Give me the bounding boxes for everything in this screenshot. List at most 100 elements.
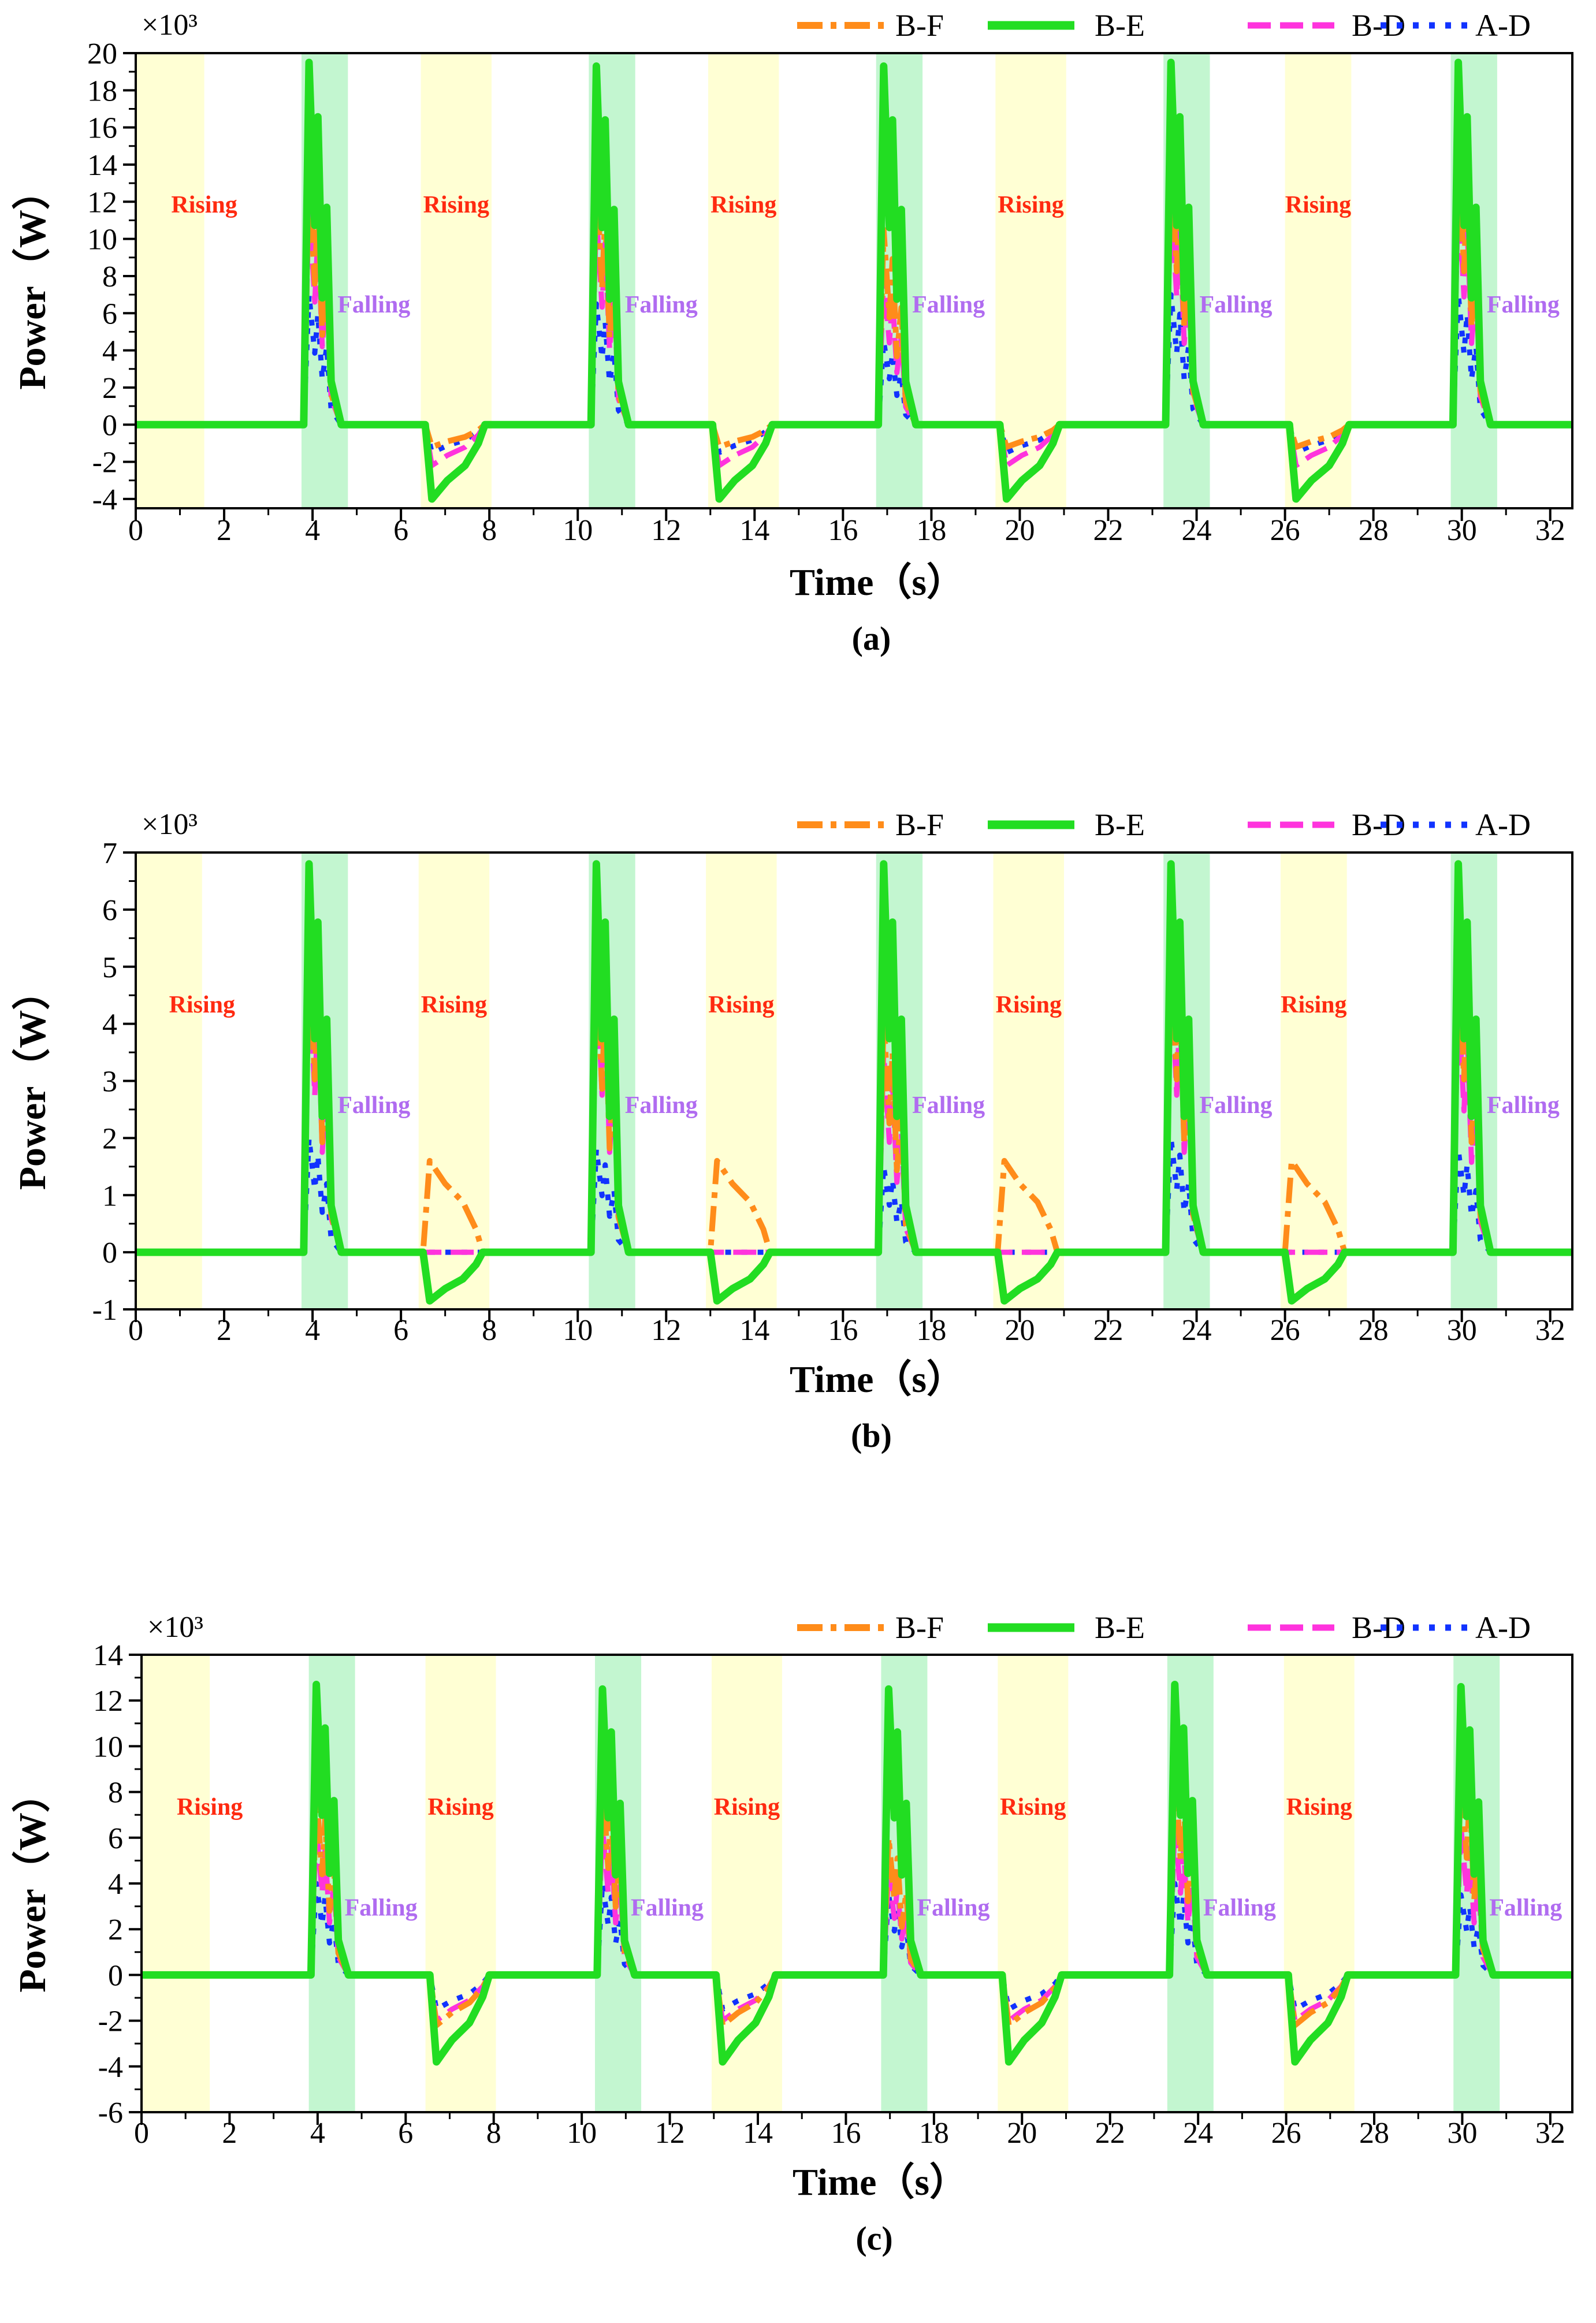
rising-label: Rising	[710, 192, 776, 218]
plot-frame	[135, 851, 1573, 1311]
y-tick-label: 2	[102, 1122, 117, 1155]
plot-frame	[135, 52, 1573, 509]
x-tick-label: 16	[831, 2117, 861, 2150]
rising-label: Rising	[423, 192, 489, 218]
x-tick-label: 26	[1270, 1314, 1300, 1347]
y-tick-label: 0	[102, 409, 117, 442]
x-tick-label: 24	[1182, 1314, 1212, 1347]
series-line-a-d	[136, 1135, 1572, 1255]
x-tick-label: 16	[828, 514, 858, 547]
legend-label-a-d: A-D	[1475, 1610, 1531, 1645]
x-tick-label: 22	[1095, 2117, 1125, 2150]
y-tick-label: 14	[93, 1639, 123, 1672]
x-tick-label: 6	[398, 2117, 413, 2150]
y-axis-title: Power（W）	[11, 1774, 54, 1993]
legend-label-b-e: B-E	[1095, 1610, 1145, 1645]
rising-band	[993, 852, 1064, 1309]
scale-label: ×10³	[147, 1611, 203, 1644]
series-line-b-e	[142, 1681, 1572, 2066]
rising-label: Rising	[171, 192, 237, 218]
y-tick-label: 0	[102, 1237, 117, 1270]
y-tick-label: 6	[102, 297, 117, 330]
rising-label: Rising	[169, 992, 235, 1018]
falling-label: Falling	[625, 292, 698, 318]
x-tick-label: 32	[1535, 514, 1565, 547]
panel-label: (a)	[852, 620, 891, 657]
y-tick-label: 12	[93, 1685, 123, 1718]
y-tick-label: -2	[92, 446, 117, 479]
x-tick-label: 0	[128, 1314, 143, 1347]
rising-label: Rising	[177, 1794, 243, 1821]
x-tick-label: 0	[128, 514, 143, 547]
rising-band	[418, 852, 490, 1309]
x-tick-label: 20	[1005, 1314, 1035, 1347]
x-axis-title: Time（s）	[790, 1358, 965, 1401]
y-tick-label: 16	[87, 112, 117, 145]
panel-c: Rising Rising Rising Rising Rising Falling Fal…	[11, 1610, 1573, 2257]
x-tick-label: 14	[739, 1314, 769, 1347]
x-tick-label: 30	[1447, 2117, 1477, 2150]
x-tick-label: 6	[393, 1314, 408, 1347]
y-tick-label: 5	[102, 951, 117, 984]
x-tick-label: 4	[305, 514, 320, 547]
x-tick-label: 4	[305, 1314, 320, 1347]
y-tick-label: 8	[108, 1777, 123, 1810]
y-tick-label: 6	[102, 894, 117, 927]
x-tick-label: 14	[739, 514, 769, 547]
x-axis-title: Time（s）	[790, 561, 965, 604]
rising-label: Rising	[421, 992, 487, 1018]
rising-band	[1280, 852, 1347, 1309]
falling-label: Falling	[1489, 1894, 1562, 1921]
series-line-b-f	[136, 143, 1572, 450]
y-tick-label: 12	[87, 186, 117, 219]
x-tick-label: 8	[482, 514, 497, 547]
y-tick-label: 7	[102, 837, 117, 870]
x-tick-label: 10	[563, 1314, 593, 1347]
rising-label: Rising	[427, 1794, 493, 1821]
x-tick-label: 6	[393, 514, 408, 547]
y-tick-label: -4	[92, 483, 117, 516]
falling-label: Falling	[345, 1894, 418, 1921]
x-tick-label: 26	[1271, 2117, 1301, 2150]
y-tick-label: 2	[108, 1914, 123, 1946]
x-tick-label: 2	[222, 2117, 237, 2150]
y-axis-title: Power（W）	[11, 172, 54, 390]
y-tick-label: 3	[102, 1066, 117, 1099]
legend-label-b-d: B-D	[1352, 807, 1405, 842]
falling-label: Falling	[337, 1092, 410, 1119]
legend-label-a-d: A-D	[1475, 8, 1531, 43]
rising-label: Rising	[1285, 192, 1351, 218]
series-line-b-f	[142, 1759, 1572, 2028]
y-tick-label: 0	[108, 1959, 123, 1992]
y-tick-label: 10	[87, 224, 117, 256]
x-tick-label: 20	[1005, 514, 1035, 547]
x-tick-label: 16	[828, 1314, 858, 1347]
x-tick-label: 18	[919, 2117, 949, 2150]
x-tick-label: 8	[486, 2117, 501, 2150]
legend-label-b-d: B-D	[1352, 8, 1405, 43]
x-tick-label: 22	[1093, 514, 1123, 547]
plot-frame	[140, 1654, 1573, 2113]
rising-band	[136, 53, 204, 508]
x-tick-label: 24	[1182, 514, 1212, 547]
panel-b: Rising Rising Rising Rising Rising Falling Fal…	[11, 807, 1573, 1454]
y-tick-label: 18	[87, 75, 117, 107]
x-tick-label: 32	[1535, 2117, 1565, 2150]
rising-label: Rising	[996, 992, 1062, 1018]
x-tick-label: 8	[482, 1314, 497, 1347]
legend-label-b-d: B-D	[1352, 1610, 1405, 1645]
panel-label: (b)	[851, 1417, 892, 1454]
series-line-b-d	[142, 1823, 1572, 2024]
x-tick-label: 4	[310, 2117, 325, 2150]
y-tick-label: 4	[102, 335, 117, 368]
x-tick-label: 10	[567, 2117, 597, 2150]
x-tick-label: 28	[1359, 514, 1389, 547]
scale-label: ×10³	[142, 808, 198, 841]
legend-label-b-e: B-E	[1095, 8, 1145, 43]
series-line-b-f	[136, 935, 1572, 1256]
y-tick-label: 4	[102, 1008, 117, 1041]
y-tick-label: 4	[108, 1868, 123, 1901]
y-tick-label: 6	[108, 1822, 123, 1855]
falling-label: Falling	[1203, 1894, 1276, 1921]
legend-label-b-e: B-E	[1095, 807, 1145, 842]
